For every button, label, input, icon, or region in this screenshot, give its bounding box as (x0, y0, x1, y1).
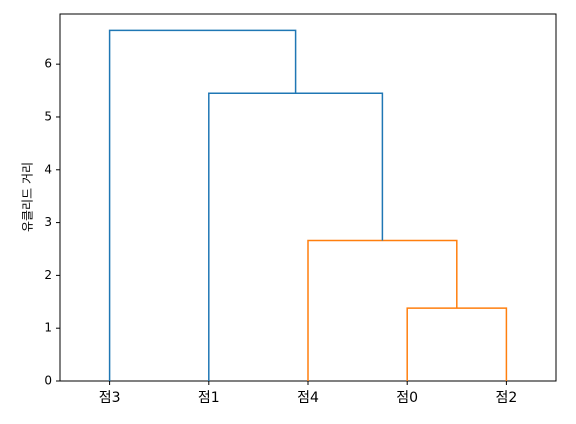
dendrogram-link (406, 307, 508, 381)
y-tick-label: 6 (44, 57, 52, 71)
dendrogram-link (307, 239, 458, 381)
x-tick-label: 점2 (496, 390, 518, 406)
x-tick-label: 점1 (198, 390, 220, 406)
y-tick-label: 5 (44, 109, 52, 123)
y-tick-label: 1 (44, 321, 52, 335)
y-tick-label: 3 (44, 215, 52, 229)
dendrogram-link (108, 29, 297, 381)
y-tick-label: 4 (44, 162, 52, 176)
y-tick-label: 0 (44, 374, 52, 388)
x-tick-label: 점4 (297, 390, 319, 406)
dendrogram-link (208, 92, 384, 381)
x-tick-label: 점3 (99, 390, 121, 406)
y-tick-label: 2 (44, 268, 52, 282)
x-tick-label: 점0 (396, 390, 418, 406)
y-axis-label: 유클리드 거리 (21, 162, 35, 232)
